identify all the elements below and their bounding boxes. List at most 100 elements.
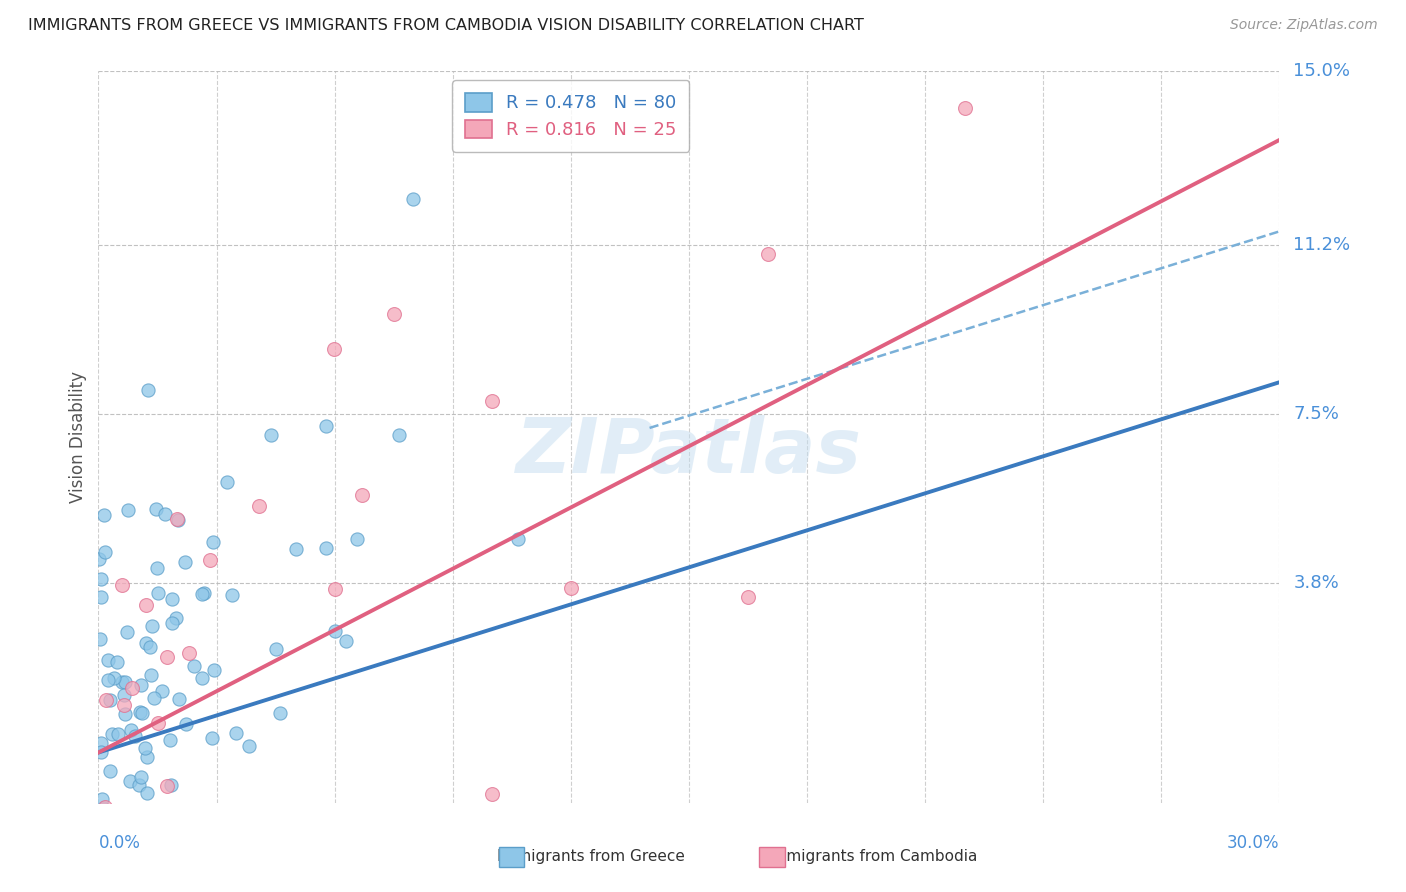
Point [134,740,156,755]
Point [238,739,260,754]
Point [90,745,112,759]
Point [141,618,163,632]
Point [160,778,183,792]
Point [89,819,111,833]
Point [156,649,179,664]
Point [114,706,136,721]
Point [139,668,162,682]
Point [145,502,167,516]
Point [173,555,195,569]
Point [481,393,503,408]
Point [165,611,187,625]
Point [115,625,138,640]
Point [388,428,411,442]
Point [94,693,117,707]
Point [117,503,139,517]
Point [148,585,170,599]
Point [350,488,373,502]
Point [247,500,270,514]
Point [111,674,134,689]
Point [112,689,135,703]
Point [135,636,157,650]
Legend: R = 0.478   N = 80, R = 0.816   N = 25: R = 0.478 N = 80, R = 0.816 N = 25 [453,80,689,152]
Point [264,641,287,656]
Point [346,532,368,546]
Point [129,770,152,784]
Point [323,342,346,356]
Point [114,675,136,690]
Point [118,774,141,789]
Y-axis label: Vision Disability: Vision Disability [69,371,87,503]
Point [160,615,183,630]
Point [118,808,141,822]
Point [136,786,159,800]
Point [481,787,503,801]
Point [90,819,112,833]
Point [98,693,121,707]
Point [129,678,152,692]
Point [93,508,115,522]
Text: IMMIGRANTS FROM GREECE VS IMMIGRANTS FROM CAMBODIA VISION DISABILITY CORRELATION: IMMIGRANTS FROM GREECE VS IMMIGRANTS FRO… [28,18,865,33]
Point [215,475,238,489]
Point [506,533,529,547]
Point [202,663,225,677]
Text: 0.0%: 0.0% [98,834,141,852]
Point [97,673,120,687]
Point [200,552,222,566]
Point [120,723,142,738]
Text: 11.2%: 11.2% [1294,236,1351,254]
Point [225,726,247,740]
Point [143,691,166,706]
Point [111,578,134,592]
Point [177,647,200,661]
Point [202,535,225,549]
Point [89,632,111,647]
Point [156,779,179,793]
Point [139,640,162,654]
Point [756,247,779,261]
Text: ZIPatlas: ZIPatlas [516,415,862,489]
Point [191,587,214,601]
Point [94,545,117,559]
Point [150,684,173,698]
Point [90,572,112,586]
Point [94,800,117,814]
Point [167,513,190,527]
Text: 7.5%: 7.5% [1294,405,1340,423]
Point [87,552,110,566]
Point [269,706,291,721]
Text: Immigrants from Greece: Immigrants from Greece [496,849,685,863]
Text: Source: ZipAtlas.com: Source: ZipAtlas.com [1230,18,1378,32]
Point [135,599,157,613]
Point [183,659,205,673]
Point [107,727,129,741]
Point [335,634,357,648]
Point [90,590,112,604]
Point [90,736,112,750]
Point [315,419,337,434]
Point [315,541,337,555]
Point [166,512,188,526]
Point [953,101,976,115]
Point [323,582,346,596]
Point [138,819,160,833]
Point [97,653,120,667]
Point [221,588,243,602]
Point [146,716,169,731]
Point [131,706,153,720]
Point [737,590,759,604]
Point [167,691,190,706]
Point [136,384,159,398]
Point [101,727,124,741]
Point [98,764,121,779]
Text: 3.8%: 3.8% [1294,574,1339,592]
Point [323,624,346,638]
Text: Immigrants from Cambodia: Immigrants from Cambodia [766,849,977,863]
Point [155,507,177,521]
Point [174,717,197,731]
Point [103,672,125,686]
Point [128,778,150,792]
Point [191,671,214,685]
Point [560,581,582,595]
Point [145,561,167,575]
